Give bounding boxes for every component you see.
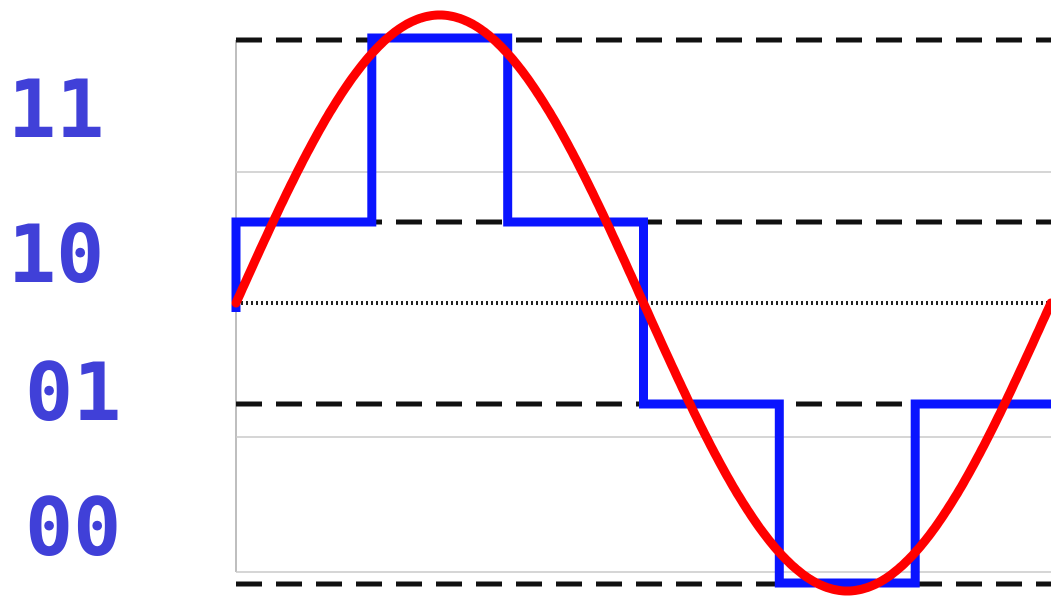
level-label-01: 01	[25, 346, 121, 439]
level-labels: 11 10 01 00	[8, 63, 121, 574]
level-label-00: 00	[25, 481, 121, 574]
level-label-10: 10	[8, 208, 104, 301]
analog-sine-wave	[231, 10, 1051, 596]
level-label-11: 11	[8, 63, 104, 156]
quantized-wave	[231, 33, 1051, 588]
